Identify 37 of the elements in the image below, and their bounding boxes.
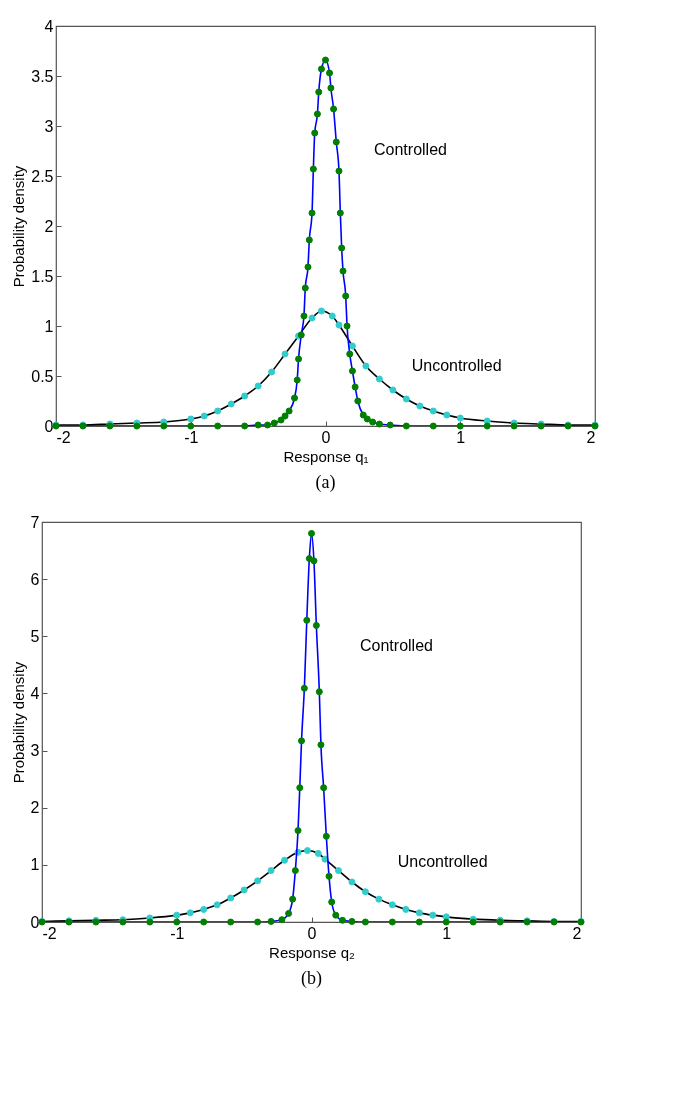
y-tick-label: 6	[30, 570, 40, 588]
x-tick-label: -1	[170, 924, 185, 942]
y-tick-label: 1	[30, 856, 40, 874]
y-tick-label: 2.5	[31, 167, 54, 185]
y-tick-label: 3.5	[31, 67, 54, 85]
y-tick-label: 2	[30, 799, 40, 817]
x-tick-label: 2	[586, 428, 596, 446]
y-tick-label: 1.5	[31, 267, 54, 285]
y-tick-label: 0.5	[31, 367, 54, 385]
x-tick-label: 1	[456, 428, 466, 446]
annotation: Uncontrolled	[397, 853, 488, 870]
x-tick-label: 0	[321, 428, 331, 446]
annotation: Controlled	[374, 141, 447, 158]
x-tick-label: 0	[307, 924, 317, 942]
x-tick-label: -2	[42, 924, 57, 942]
x-tick-label: 1	[442, 924, 452, 942]
y-tick-label: 2	[44, 217, 54, 235]
text: (a)	[315, 472, 336, 493]
y-tick-label: 4	[30, 684, 40, 702]
y-tick-label: 1	[44, 317, 54, 335]
annotation: Uncontrolled	[411, 357, 502, 374]
x-axis-title: Response q₁	[283, 447, 369, 465]
x-tick-label: -2	[56, 428, 71, 446]
y-tick-label: 5	[30, 627, 40, 645]
y-tick-label: 0	[30, 913, 40, 931]
y-tick-label: 3	[30, 742, 40, 760]
y-tick-label: 7	[30, 513, 40, 531]
x-axis-title: Response q₂	[269, 943, 356, 961]
y-axis-title: Probability density	[9, 661, 27, 784]
y-tick-label: 0	[44, 417, 54, 435]
x-tick-label: -1	[184, 428, 199, 446]
y-tick-label: 3	[44, 117, 54, 135]
text: (b)	[301, 968, 322, 989]
y-axis-title: Probability density	[10, 165, 28, 288]
y-tick-label: 4	[44, 17, 54, 35]
x-tick-label: 2	[572, 924, 582, 942]
annotation: Controlled	[360, 637, 433, 654]
